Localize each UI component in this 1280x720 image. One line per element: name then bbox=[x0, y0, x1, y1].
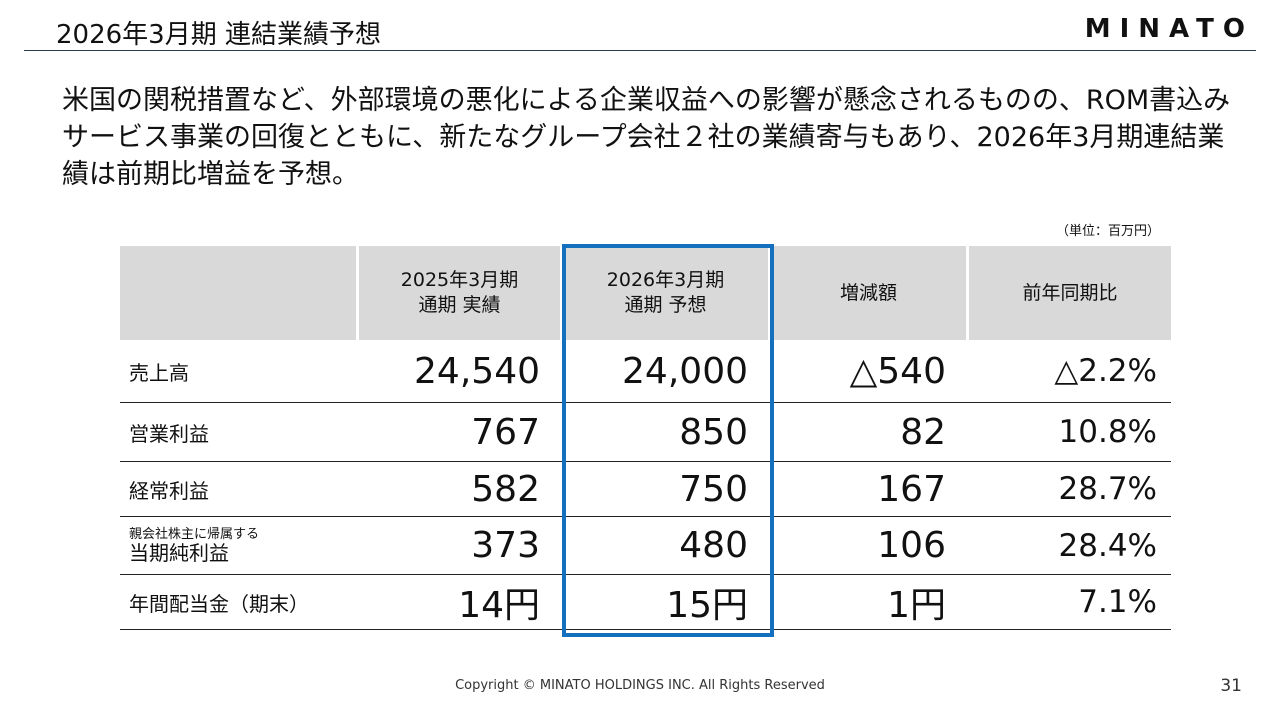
cell-actual: 373 bbox=[356, 517, 560, 575]
slide-title: 2026年3月期 連結業績予想 bbox=[56, 20, 381, 50]
header-fy2025-line1: 2025年3月期 bbox=[400, 269, 519, 291]
table-row: 売上高 24,540 24,000 △540 △2.2% bbox=[120, 340, 1171, 403]
cell-forecast: 850 bbox=[560, 403, 768, 462]
cell-forecast: 15円 bbox=[560, 575, 768, 630]
cell-change: 167 bbox=[768, 462, 966, 517]
cell-yoy: 10.8% bbox=[966, 403, 1171, 462]
page-number: 31 bbox=[1220, 676, 1242, 696]
cell-actual: 582 bbox=[356, 462, 560, 517]
company-logo: MINATO bbox=[1084, 14, 1254, 44]
table-row: 年間配当金（期末） 14円 15円 1円 7.1% bbox=[120, 575, 1171, 630]
header-yoy: 前年同期比 bbox=[966, 246, 1171, 340]
cell-change: 106 bbox=[768, 517, 966, 575]
cell-yoy: 28.7% bbox=[966, 462, 1171, 517]
cell-change: 1円 bbox=[768, 575, 966, 630]
header-fy2025-actual: 2025年3月期 通期 実績 bbox=[356, 246, 560, 340]
lead-text: 米国の関税措置など、外部環境の悪化による企業収益への影響が懸念されるものの、RO… bbox=[62, 85, 1231, 190]
cell-yoy: 28.4% bbox=[966, 517, 1171, 575]
header-change: 増減額 bbox=[768, 246, 966, 340]
header-fy2026-forecast: 2026年3月期 通期 予想 bbox=[560, 246, 768, 340]
cell-actual: 14円 bbox=[356, 575, 560, 630]
table-row: 営業利益 767 850 82 10.8% bbox=[120, 403, 1171, 462]
cell-forecast: 480 bbox=[560, 517, 768, 575]
row-label-ordinary-profit: 経常利益 bbox=[120, 462, 356, 517]
header-fy2026-line2: 通期 予想 bbox=[624, 294, 707, 316]
table-row: 親会社株主に帰属する 当期純利益 373 480 106 28.4% bbox=[120, 517, 1171, 575]
row-label-operating-profit: 営業利益 bbox=[120, 403, 356, 462]
header-fy2026-line1: 2026年3月期 bbox=[606, 269, 725, 291]
cell-change: 82 bbox=[768, 403, 966, 462]
row-label-net-sales: 売上高 bbox=[120, 340, 356, 403]
header-empty bbox=[120, 246, 356, 340]
title-rule bbox=[24, 50, 1256, 51]
row-label-net-income-prefix: 親会社株主に帰属する bbox=[129, 527, 260, 542]
cell-forecast: 750 bbox=[560, 462, 768, 517]
cell-actual: 767 bbox=[356, 403, 560, 462]
cell-forecast: 24,000 bbox=[560, 340, 768, 403]
row-label-net-income-main: 当期純利益 bbox=[129, 541, 229, 565]
header-fy2025-line2: 通期 実績 bbox=[418, 294, 501, 316]
table-row: 経常利益 582 750 167 28.7% bbox=[120, 462, 1171, 517]
cell-yoy: 7.1% bbox=[966, 575, 1171, 630]
cell-change: △540 bbox=[768, 340, 966, 403]
row-label-net-income: 親会社株主に帰属する 当期純利益 bbox=[120, 517, 356, 575]
earnings-forecast-table: 2025年3月期 通期 実績 2026年3月期 通期 予想 増減額 前年同期比 … bbox=[120, 246, 1171, 630]
footer-copyright: Copyright © MINATO HOLDINGS INC. All Rig… bbox=[455, 678, 825, 693]
table-header-row: 2025年3月期 通期 実績 2026年3月期 通期 予想 増減額 前年同期比 bbox=[120, 246, 1171, 340]
cell-actual: 24,540 bbox=[356, 340, 560, 403]
row-label-dividend: 年間配当金（期末） bbox=[120, 575, 356, 630]
cell-yoy: △2.2% bbox=[966, 340, 1171, 403]
unit-note: （単位：百万円） bbox=[1056, 224, 1161, 239]
